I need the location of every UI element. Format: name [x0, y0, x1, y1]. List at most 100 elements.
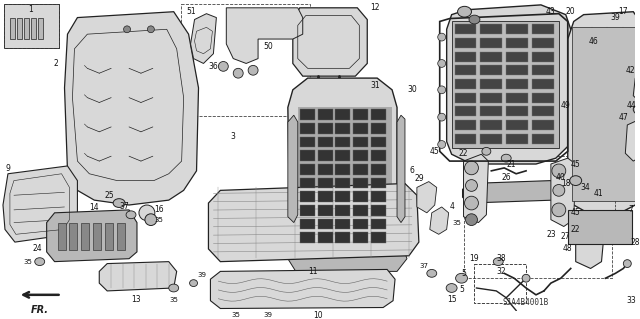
Bar — [481, 93, 502, 102]
Bar — [353, 123, 368, 134]
Text: 38: 38 — [497, 254, 506, 263]
Bar — [353, 232, 368, 243]
Bar — [335, 137, 350, 147]
Text: 19: 19 — [470, 254, 479, 263]
Text: 45: 45 — [571, 160, 580, 168]
Circle shape — [233, 68, 243, 78]
Bar — [31, 18, 36, 39]
Bar — [353, 178, 368, 189]
Circle shape — [124, 26, 131, 33]
Bar — [4, 4, 59, 48]
Text: 24: 24 — [33, 244, 42, 253]
Bar — [481, 52, 502, 62]
Text: 10: 10 — [313, 311, 323, 319]
Bar — [317, 205, 333, 216]
Polygon shape — [191, 14, 216, 63]
Bar — [454, 134, 476, 144]
Text: 25: 25 — [104, 191, 114, 200]
Circle shape — [465, 196, 479, 210]
Circle shape — [552, 203, 566, 217]
Bar — [117, 223, 125, 250]
Circle shape — [465, 161, 479, 175]
Text: 35: 35 — [169, 297, 178, 303]
Bar — [353, 137, 368, 147]
Circle shape — [218, 62, 228, 71]
Bar — [300, 219, 315, 229]
Bar — [454, 93, 476, 102]
Bar — [454, 52, 476, 62]
Bar — [452, 21, 559, 148]
Ellipse shape — [633, 104, 640, 115]
Text: 35: 35 — [23, 259, 32, 265]
Circle shape — [438, 113, 445, 121]
Text: 21: 21 — [506, 160, 516, 168]
Bar — [568, 210, 632, 244]
Text: 50: 50 — [263, 42, 273, 51]
Bar — [353, 109, 368, 120]
Ellipse shape — [126, 211, 136, 219]
Polygon shape — [3, 166, 77, 242]
Bar — [317, 232, 333, 243]
Bar — [10, 18, 15, 39]
Polygon shape — [288, 78, 397, 265]
Bar — [300, 178, 315, 189]
Polygon shape — [211, 270, 395, 308]
Ellipse shape — [570, 176, 582, 185]
Text: 33: 33 — [627, 296, 636, 305]
Circle shape — [522, 274, 530, 282]
Ellipse shape — [458, 6, 472, 17]
Bar — [58, 223, 65, 250]
Bar — [298, 108, 392, 249]
Circle shape — [248, 65, 258, 75]
Bar — [532, 107, 554, 116]
Bar — [481, 79, 502, 89]
Bar — [24, 18, 29, 39]
Bar — [506, 52, 528, 62]
Text: 31: 31 — [371, 81, 380, 90]
Text: 28: 28 — [630, 238, 640, 247]
Bar — [335, 150, 350, 161]
Polygon shape — [47, 210, 137, 262]
Ellipse shape — [427, 270, 436, 277]
Circle shape — [438, 33, 445, 41]
Bar — [335, 232, 350, 243]
Text: 41: 41 — [594, 189, 604, 198]
Text: 37: 37 — [419, 263, 428, 269]
Text: 11: 11 — [308, 267, 317, 276]
Text: 15: 15 — [447, 295, 456, 304]
Polygon shape — [397, 115, 405, 223]
Text: 2: 2 — [53, 59, 58, 68]
Bar — [353, 191, 368, 202]
Bar — [532, 52, 554, 62]
Bar — [481, 38, 502, 48]
Ellipse shape — [189, 280, 198, 286]
Text: 47: 47 — [618, 113, 628, 122]
Bar — [481, 25, 502, 34]
Bar — [105, 223, 113, 250]
Bar — [317, 123, 333, 134]
Bar — [300, 123, 315, 134]
Polygon shape — [288, 244, 407, 271]
Bar — [371, 109, 386, 120]
Text: 12: 12 — [371, 3, 380, 12]
Text: 46: 46 — [589, 36, 598, 46]
Bar — [371, 178, 386, 189]
Text: 40: 40 — [556, 173, 566, 182]
Polygon shape — [288, 115, 298, 223]
Bar — [353, 164, 368, 175]
Bar — [371, 164, 386, 175]
Circle shape — [438, 141, 445, 148]
Bar — [371, 232, 386, 243]
Bar — [335, 123, 350, 134]
Text: 44: 44 — [627, 101, 636, 110]
Bar — [506, 107, 528, 116]
Circle shape — [139, 205, 155, 221]
Bar — [481, 134, 502, 144]
Bar — [38, 18, 43, 39]
Bar — [180, 4, 310, 116]
Text: 17: 17 — [618, 7, 628, 16]
Bar — [532, 25, 554, 34]
Ellipse shape — [35, 258, 45, 265]
Bar — [506, 65, 528, 75]
Bar — [300, 109, 315, 120]
